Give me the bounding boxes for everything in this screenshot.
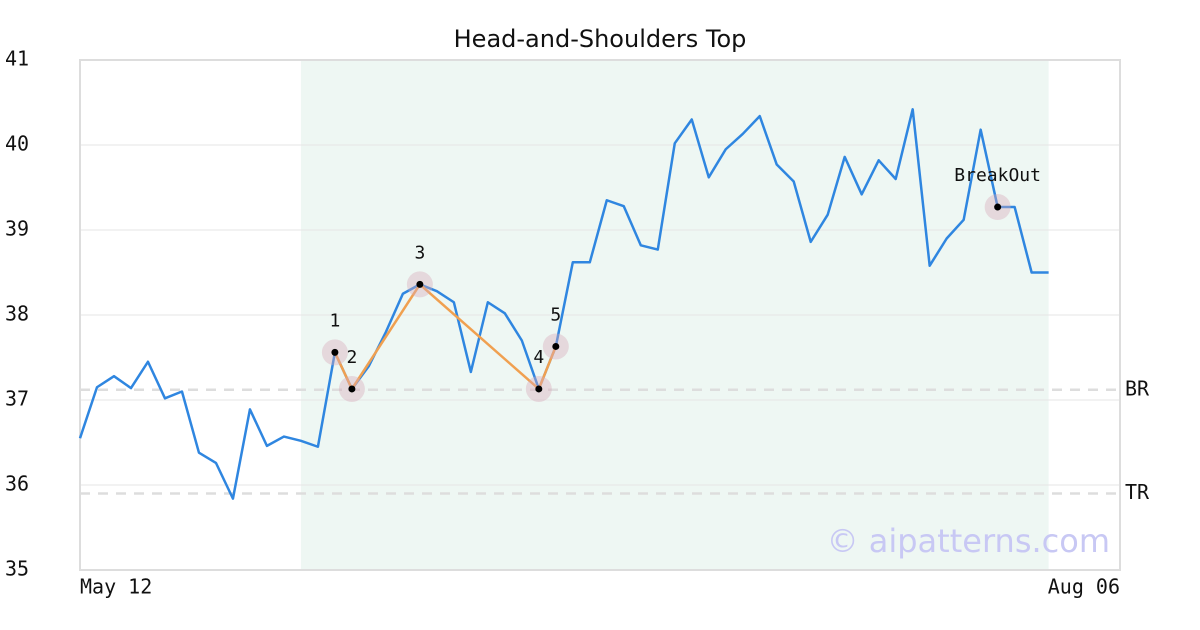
watermark: © aipatterns.com — [827, 522, 1110, 560]
y-tick-label: 38 — [5, 302, 29, 326]
point-dot — [535, 385, 543, 393]
y-tick-label: 41 — [5, 47, 29, 71]
point-dot — [416, 280, 424, 288]
y-tick-label: 37 — [5, 387, 29, 411]
plot-frame — [79, 59, 1121, 571]
y-tick-label: 36 — [5, 472, 29, 496]
y-tick-label: 35 — [5, 557, 29, 581]
level-label: TR — [1125, 480, 1150, 504]
point-label: 1 — [329, 310, 340, 331]
point-label: 2 — [346, 347, 357, 368]
x-tick-label: Aug 06 — [1048, 575, 1120, 599]
y-tick-label: 39 — [5, 217, 29, 241]
chart-title: Head-and-Shoulders Top — [454, 25, 747, 53]
x-tick-label: May 12 — [80, 575, 152, 599]
point-dot — [331, 348, 339, 356]
point-dot — [552, 342, 560, 350]
point-label: BreakOut — [954, 165, 1041, 186]
point-label: 3 — [414, 242, 425, 263]
point-dot — [994, 203, 1002, 211]
price-line — [78, 108, 1049, 500]
point-dot — [348, 385, 356, 393]
y-tick-label: 40 — [5, 132, 29, 156]
point-label: 4 — [533, 347, 544, 368]
point-label: 5 — [550, 304, 561, 325]
level-label: BR — [1125, 376, 1150, 400]
